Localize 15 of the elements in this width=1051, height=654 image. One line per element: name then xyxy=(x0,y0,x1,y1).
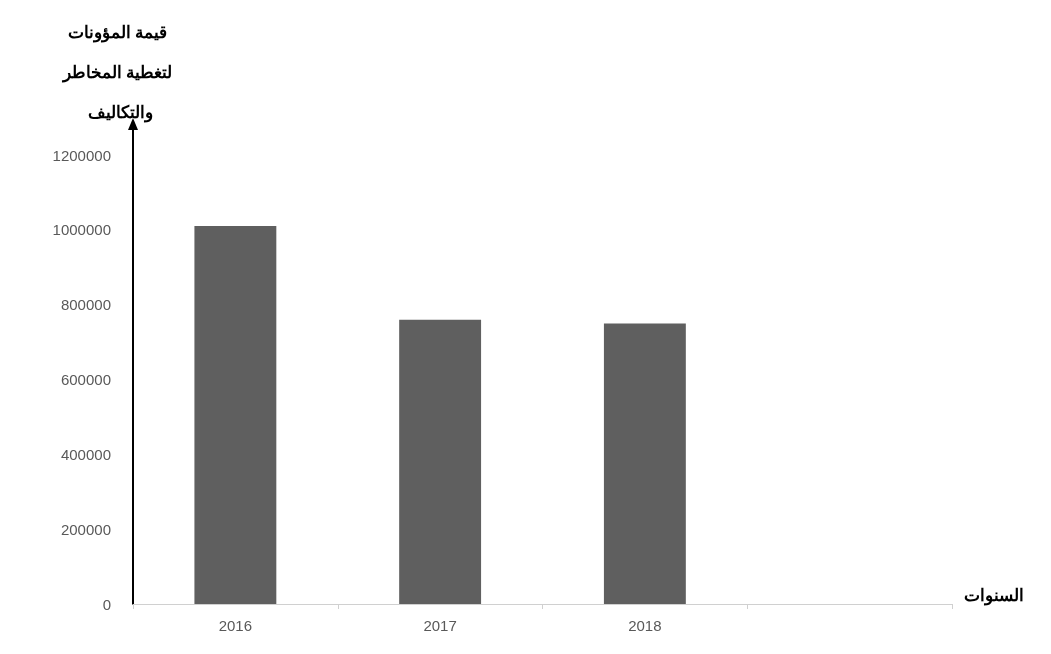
x-tick-label: 2016 xyxy=(218,617,253,634)
y-tick-label: 1200000 xyxy=(52,146,111,164)
x-tick-label: 2017 xyxy=(423,617,457,634)
y-tick-label: 200000 xyxy=(60,520,111,538)
bar xyxy=(603,323,686,604)
bar xyxy=(399,319,482,604)
bar xyxy=(194,226,277,604)
y-tick-label: 0 xyxy=(102,595,111,613)
y-tick-label: 800000 xyxy=(60,296,111,314)
x-tick-label: 2018 xyxy=(628,617,662,634)
y-tick-label: 400000 xyxy=(60,445,111,463)
y-tick-label: 600000 xyxy=(60,371,111,388)
y-tick-label: 1000000 xyxy=(52,221,111,239)
x-axis-title: السنوات xyxy=(964,586,1024,606)
text: قيمة المؤونات لتغطية المخاطر والتكاليف xyxy=(62,22,173,122)
